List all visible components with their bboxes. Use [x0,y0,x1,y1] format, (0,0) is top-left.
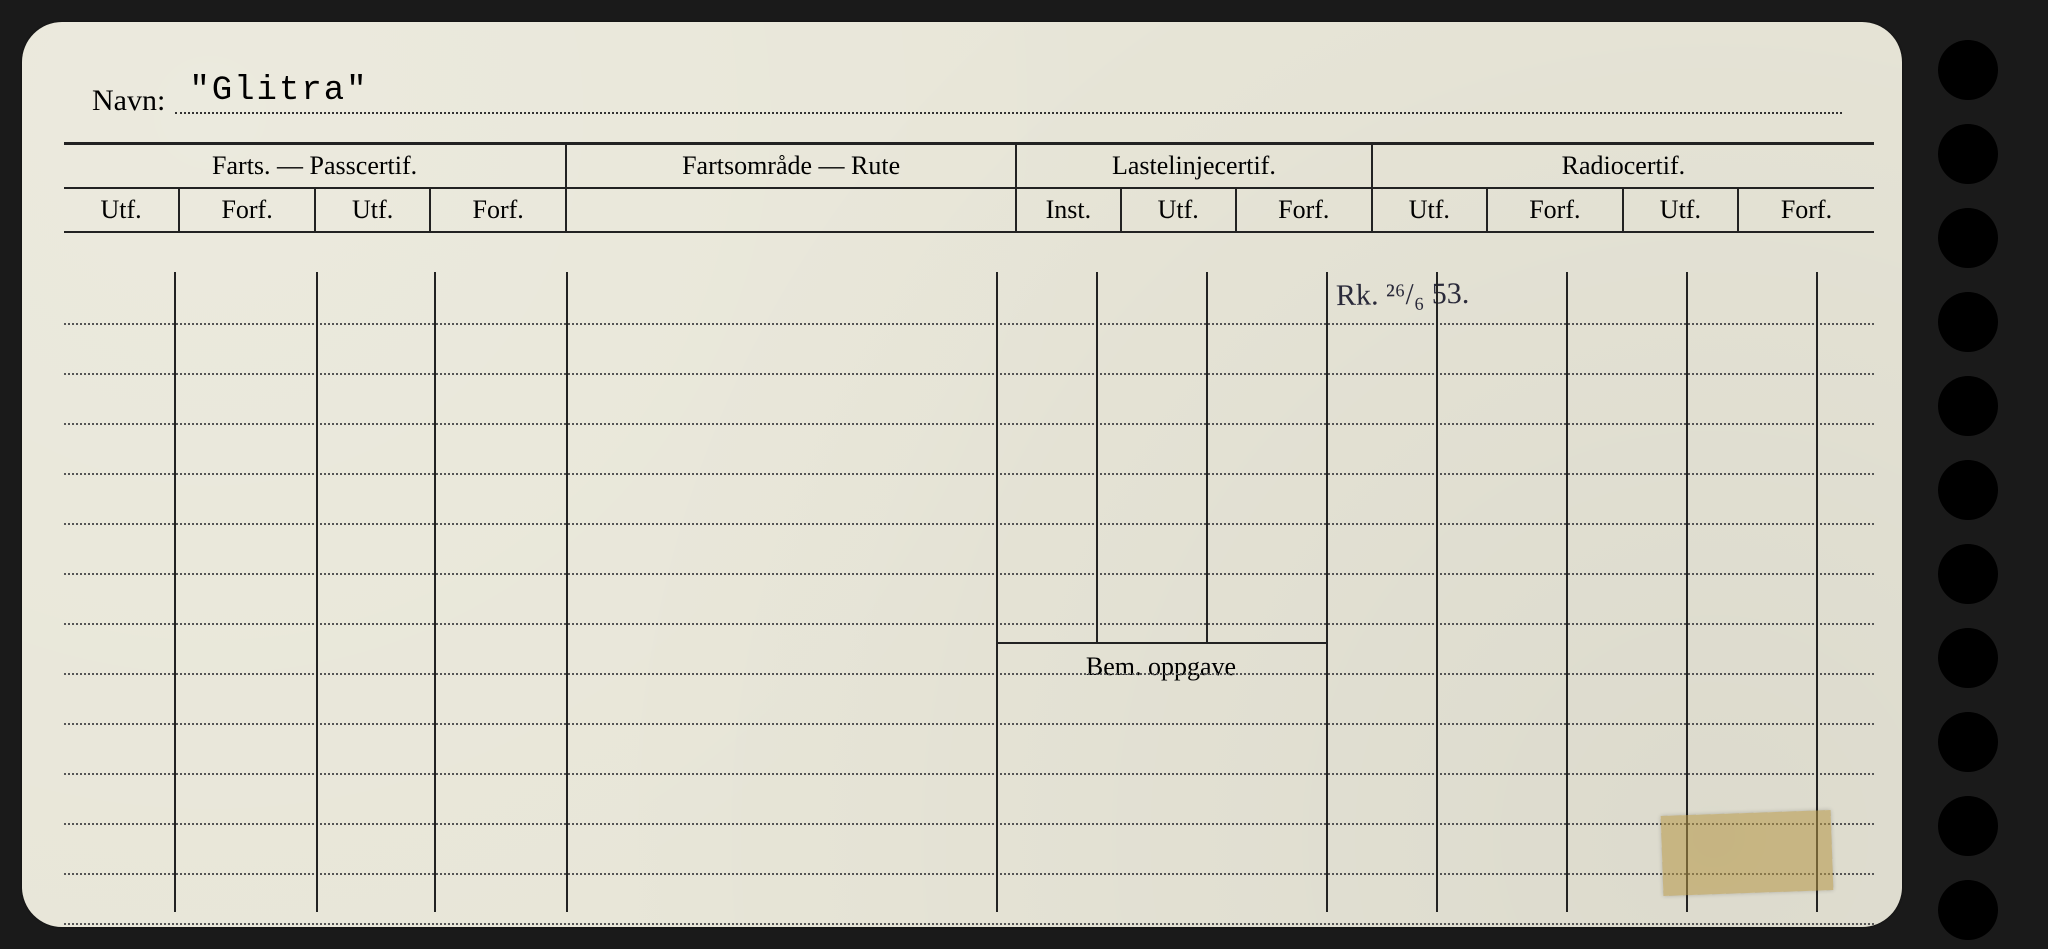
tape-stain [1661,810,1834,896]
dotted-row [64,622,1874,625]
dotted-row [64,922,1874,925]
col-utf-5: Utf. [1623,188,1738,232]
dotted-row [64,772,1874,775]
handwritten-radio-utf: Rk. ²⁶/₆ 53. [1336,277,1470,313]
vertical-rule [434,272,436,912]
col-utf-4: Utf. [1372,188,1487,232]
col-inst: Inst. [1016,188,1121,232]
form-body: Rk. ²⁶/₆ 53. Bem. oppgave [64,272,1874,912]
hole-icon [1938,880,1998,940]
section-radio: Radiocertif. [1372,144,1874,189]
vertical-rule [1326,272,1328,912]
col-utf-3: Utf. [1121,188,1236,232]
form-header: Farts. — Passcertif. Fartsområde — Rute … [64,142,1874,233]
vertical-rule [566,272,568,912]
dotted-row [64,822,1874,825]
stage: Navn: "Glitra" Farts. — Passcertif. Fart… [0,0,2048,949]
hole-icon [1938,544,1998,604]
hole-icon [1938,124,1998,184]
col-forf-5: Forf. [1738,188,1874,232]
dotted-row [64,422,1874,425]
col-forf-3: Forf. [1236,188,1372,232]
hole-icon [1938,376,1998,436]
section-rute: Fartsområde — Rute [566,144,1016,189]
col-forf-2: Forf. [430,188,566,232]
hole-icon [1938,712,1998,772]
col-rute [566,188,1016,232]
dotted-row [64,722,1874,725]
hole-icon [1938,40,1998,100]
hole-icon [1938,208,1998,268]
hole-icon [1938,292,1998,352]
vertical-rule [174,272,176,912]
vertical-rule [1096,272,1098,642]
binder-holes [1938,40,2018,910]
name-label: Navn: [92,84,165,118]
col-utf-2: Utf. [315,188,430,232]
bem-oppgave-label: Bem. oppgave [996,642,1326,682]
record-card: Navn: "Glitra" Farts. — Passcertif. Fart… [22,22,1902,927]
dotted-row [64,572,1874,575]
vertical-rule [316,272,318,912]
name-value: "Glitra" [189,72,368,110]
dotted-row [64,322,1874,325]
name-underline: "Glitra" [175,111,1842,114]
col-forf-4: Forf. [1487,188,1623,232]
dotted-row [64,372,1874,375]
vertical-rule [1566,272,1568,912]
hole-icon [1938,628,1998,688]
hole-icon [1938,460,1998,520]
vertical-rule [1436,272,1438,912]
section-laste: Lastelinjecertif. [1016,144,1372,189]
vertical-rule [996,272,998,912]
hole-icon [1938,796,1998,856]
dotted-row [64,672,1874,675]
dotted-row [64,472,1874,475]
dotted-row [64,522,1874,525]
vertical-rule [1206,272,1208,642]
dotted-row [64,872,1874,875]
section-farts: Farts. — Passcertif. [64,144,566,189]
name-row: Navn: "Glitra" [92,62,1842,118]
col-utf-1: Utf. [64,188,179,232]
col-forf-1: Forf. [179,188,315,232]
